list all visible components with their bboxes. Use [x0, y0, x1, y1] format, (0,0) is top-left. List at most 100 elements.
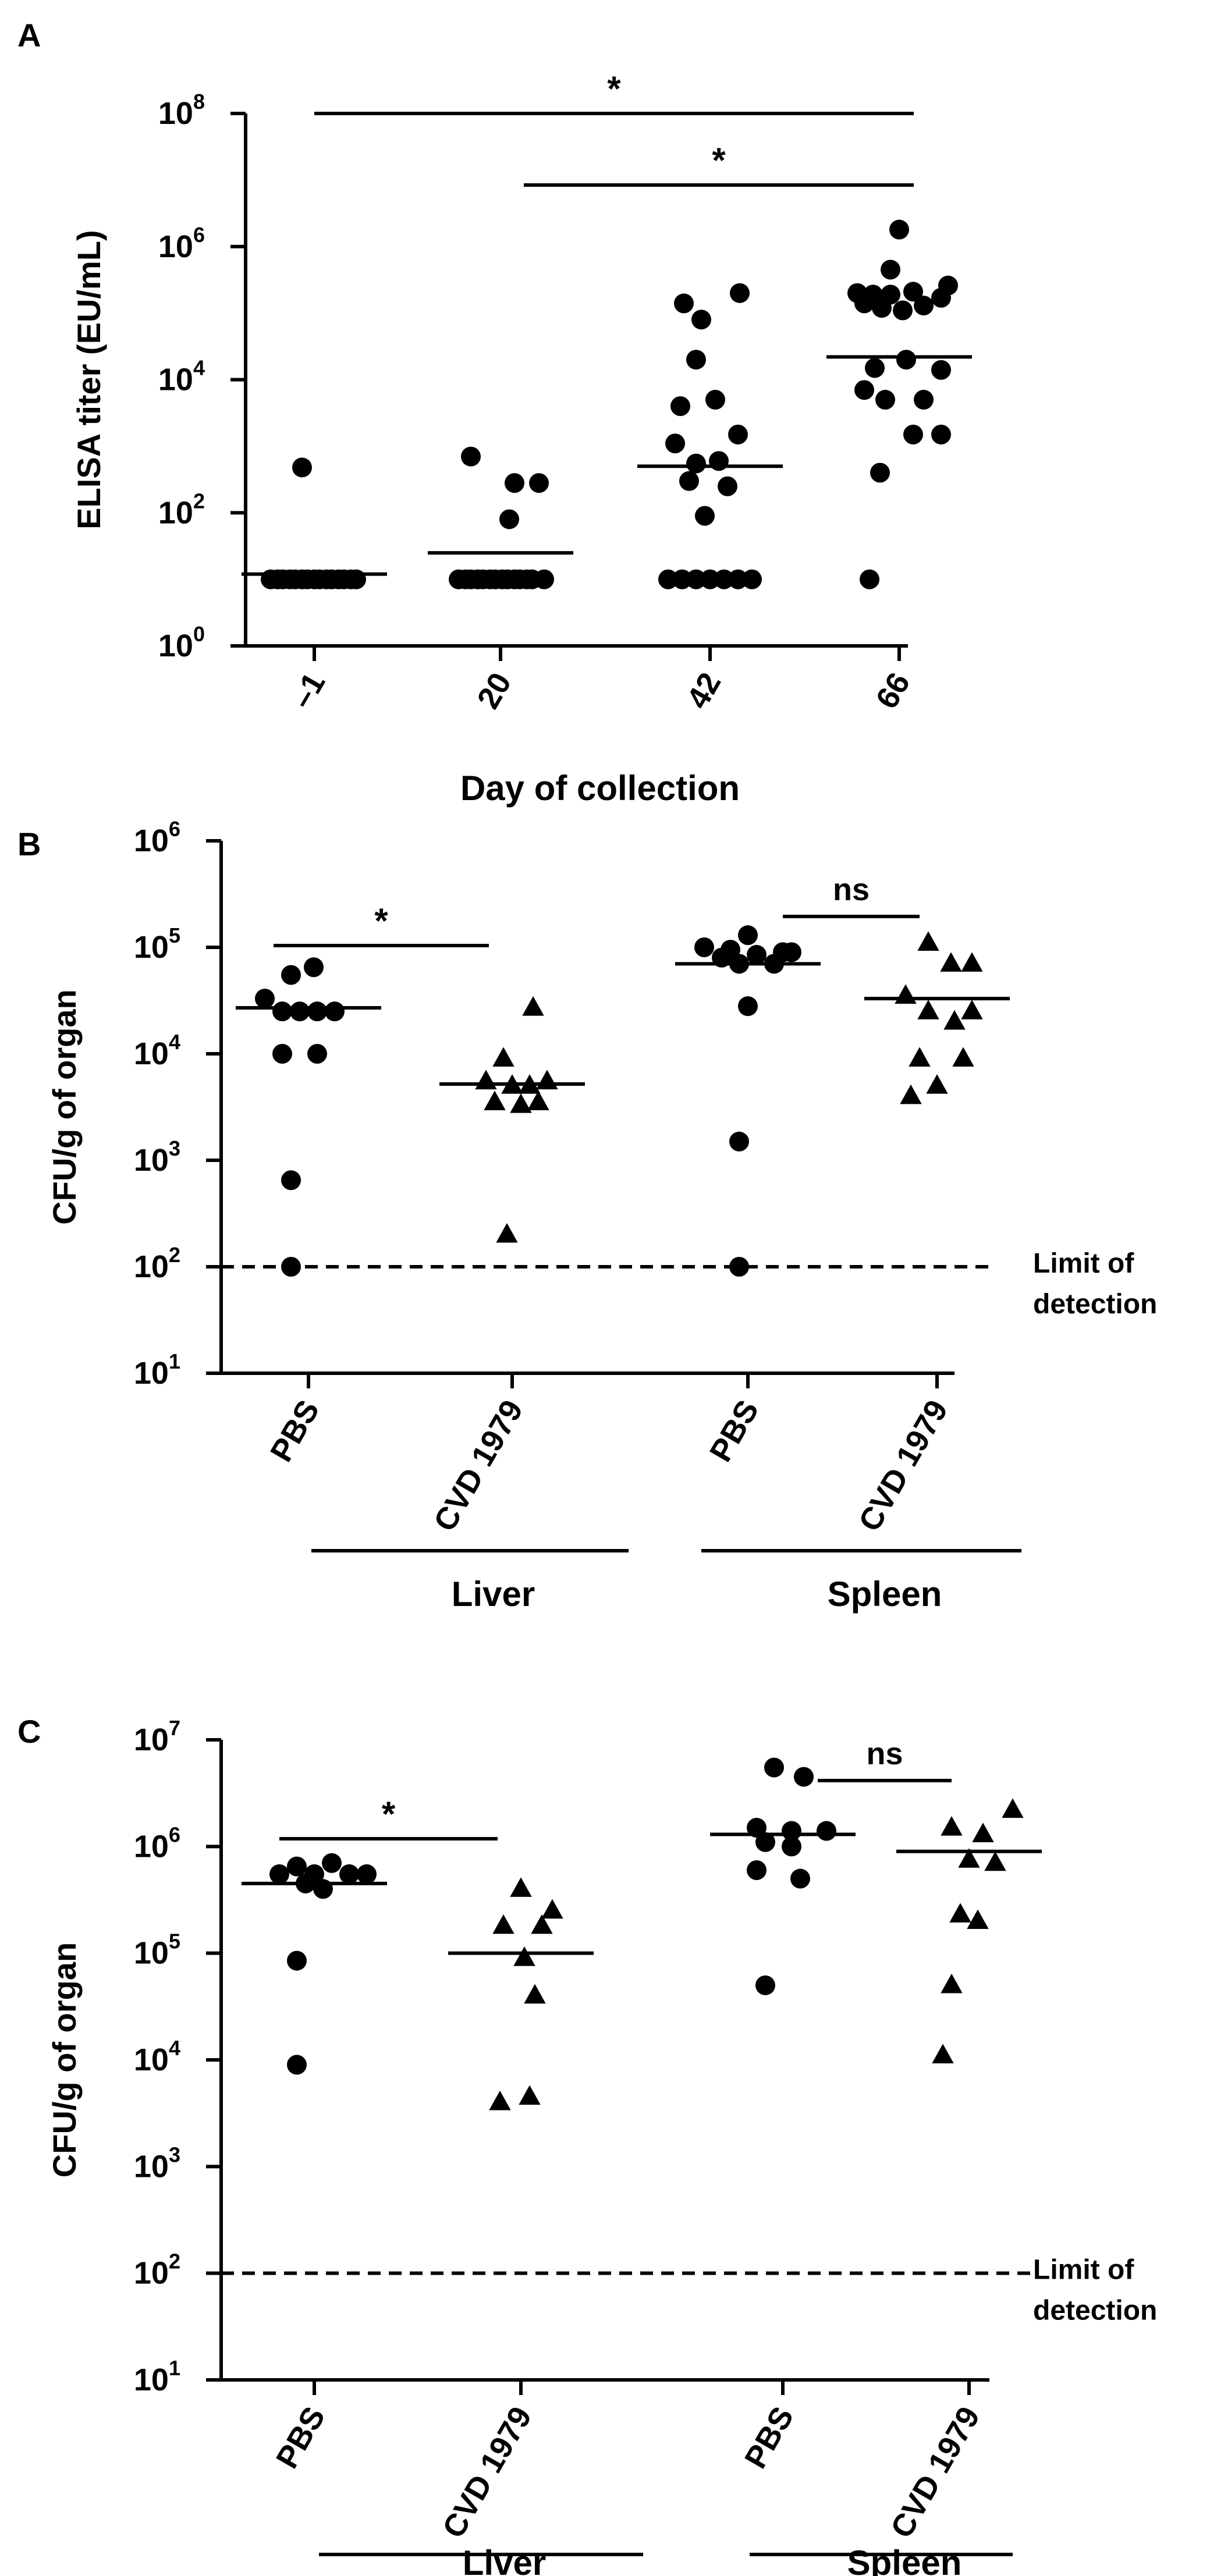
data-point-triangle: [941, 1973, 963, 1994]
data-point-circle: [269, 1864, 289, 1884]
data-point-circle: [889, 219, 909, 240]
data-point-circle: [714, 569, 734, 589]
data-point-triangle: [984, 1851, 1006, 1871]
data-point-circle: [287, 1950, 307, 1971]
data-point-circle: [534, 569, 554, 589]
data-point-circle: [860, 569, 879, 589]
data-point-circle: [517, 569, 537, 589]
data-point-circle: [881, 260, 900, 280]
data-point-triangle: [941, 1816, 963, 1836]
data-point-triangle: [1002, 1798, 1024, 1818]
limit-of-detection-label: Limit of: [1033, 1248, 1134, 1279]
y-axis-label: ELISA titer (EU/mL): [70, 230, 107, 529]
data-point-triangle: [527, 1090, 549, 1111]
data-point-circle: [903, 282, 923, 302]
data-point-circle: [670, 396, 690, 417]
data-point-triangle: [519, 2085, 541, 2105]
data-point-triangle: [541, 1899, 563, 1919]
data-point-triangle: [492, 1914, 514, 1934]
data-point-circle: [695, 506, 715, 526]
x-tick-label: CVD 1979: [427, 1394, 530, 1537]
data-point-circle: [794, 1767, 814, 1787]
x-tick-label: 66: [869, 667, 917, 715]
significance-label: ns: [866, 1736, 903, 1771]
data-point-circle: [325, 1001, 345, 1022]
panel-c: C 101 102 103 104 105 106 107 CFU/g of organ PBS C…: [17, 1713, 1157, 2576]
data-point-circle: [461, 446, 481, 467]
data-point-circle: [938, 275, 958, 296]
y-tick-label: 101: [134, 1349, 180, 1391]
data-point-circle: [863, 285, 883, 305]
y-tick-label: 105: [134, 923, 180, 965]
y-tick-label: 106: [134, 817, 180, 858]
data-point-circle: [875, 389, 895, 410]
data-point-triangle: [958, 1848, 980, 1868]
data-point-triangle: [484, 1090, 506, 1111]
data-point-circle: [281, 965, 301, 985]
data-point-circle: [764, 1757, 784, 1778]
data-point-circle: [357, 1864, 377, 1884]
data-point-circle: [686, 453, 706, 474]
x-tick-label: PBS: [703, 1394, 765, 1468]
data-point-circle: [847, 283, 867, 303]
data-point-triangle: [489, 2090, 511, 2110]
data-point-circle: [287, 2055, 307, 2075]
significance-label: *: [712, 141, 726, 180]
data-point-circle: [281, 1170, 301, 1191]
x-tick-label: 42: [680, 667, 728, 715]
data-point-circle: [893, 300, 913, 321]
y-tick-label: 103: [134, 1136, 180, 1178]
data-point-triangle: [952, 1047, 974, 1067]
data-point-circle: [881, 285, 900, 305]
data-point-circle: [292, 457, 312, 478]
data-point-circle: [728, 569, 748, 589]
data-point-circle: [931, 424, 951, 445]
data-point-circle: [931, 360, 951, 380]
data-point-circle: [700, 569, 720, 589]
data-point-circle: [499, 509, 519, 530]
data-point-triangle: [513, 1946, 535, 1966]
data-point-circle: [686, 350, 706, 370]
data-point-triangle: [900, 1084, 922, 1104]
data-point-circle: [903, 424, 923, 445]
data-point-triangle: [926, 1074, 948, 1094]
limit-of-detection-label: Limit of: [1033, 2255, 1134, 2286]
y-tick-label: 108: [158, 90, 205, 131]
data-point-circle: [290, 1001, 310, 1022]
group-label: Liver: [452, 1575, 535, 1614]
x-tick-label: –1: [284, 667, 332, 715]
data-point-circle: [914, 296, 934, 316]
data-point-circle: [747, 944, 767, 965]
data-point-triangle: [531, 1914, 553, 1934]
data-point-circle: [694, 937, 714, 957]
group-label: Liver: [463, 2543, 546, 2576]
data-point-triangle: [932, 2044, 954, 2063]
data-point-circle: [755, 1975, 775, 1995]
data-point-circle: [691, 310, 711, 330]
data-point-triangle: [949, 1903, 971, 1923]
data-point-triangle: [961, 1000, 983, 1019]
data-point-triangle: [510, 1877, 532, 1897]
data-point-circle: [705, 389, 725, 410]
data-point-circle: [529, 473, 549, 493]
data-point-circle: [870, 463, 890, 483]
data-point-circle: [718, 476, 737, 496]
data-point-circle: [817, 1821, 836, 1841]
data-point-circle: [729, 1131, 749, 1152]
data-point-circle: [307, 1044, 327, 1064]
data-point-triangle: [522, 996, 544, 1016]
y-tick-label: 104: [134, 2036, 180, 2077]
data-point-circle: [742, 569, 762, 589]
data-point-triangle: [496, 1223, 518, 1243]
y-tick-label: 103: [134, 2142, 180, 2184]
data-point-circle: [738, 925, 758, 946]
y-tick-label: 102: [158, 489, 205, 530]
y-tick-label: 101: [134, 2356, 180, 2397]
data-point-circle: [287, 1856, 307, 1877]
y-tick-label: 102: [134, 1243, 180, 1284]
significance-label: ns: [833, 872, 870, 907]
y-tick-label: 107: [134, 1716, 180, 1757]
data-point-circle: [728, 424, 748, 445]
data-point-triangle: [940, 952, 962, 972]
